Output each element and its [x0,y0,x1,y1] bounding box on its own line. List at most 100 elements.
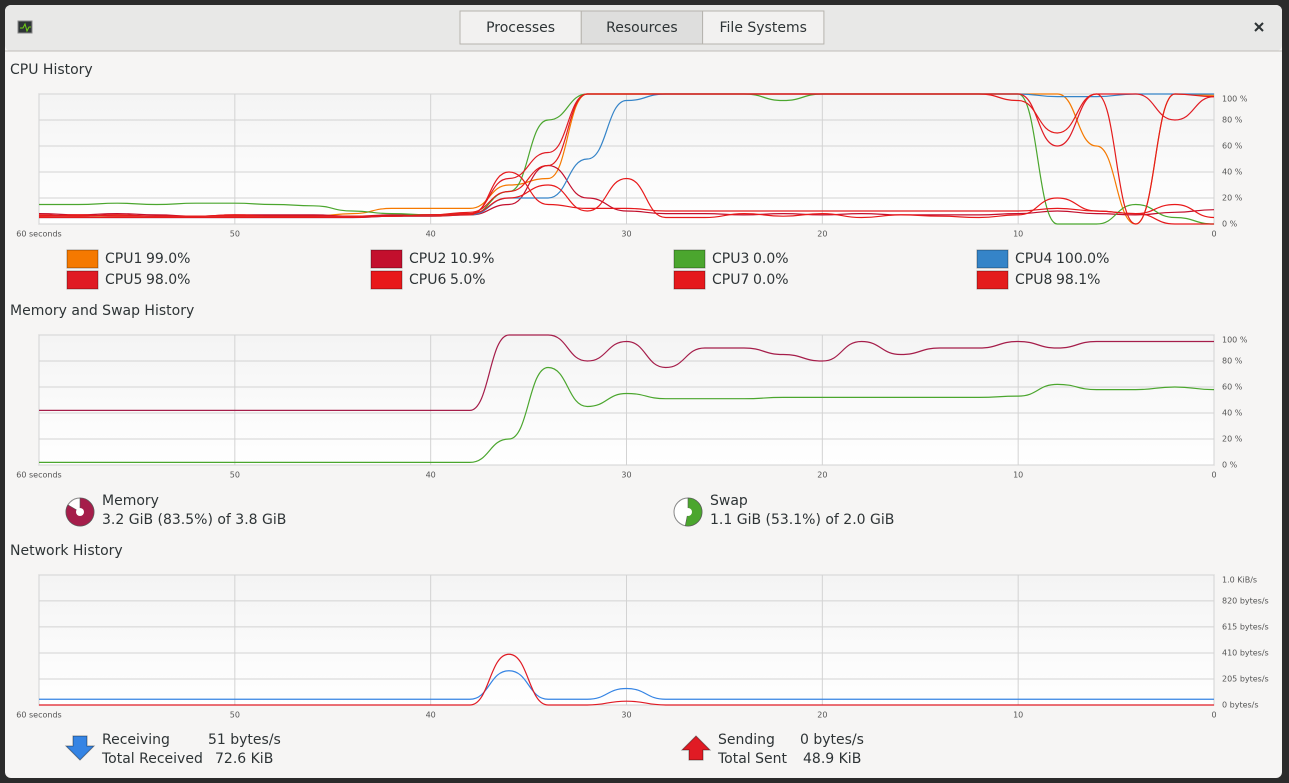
legend-value: 5.0% [450,272,486,288]
y-tick-label: 100 % [1222,95,1248,104]
y-tick-label: 0 % [1222,220,1238,229]
legend-name: CPU1 [105,251,142,267]
series-line [39,653,1214,706]
legend-detail: 3.2 GiB (83.5%) of 3.8 GiB [102,512,286,528]
x-tick-label: 50 [230,471,240,480]
tab-label[interactable]: Resources [606,20,678,36]
section-title: CPU History [10,62,93,78]
legend-value: 99.0% [146,251,190,267]
legend-total-label: Total Sent [717,751,788,767]
series-line [39,366,1215,463]
series-line [39,670,1214,700]
app-icon [17,20,33,34]
x-tick-label: 40 [426,711,436,720]
legend-name: Receiving [102,732,170,748]
legend-rate: 51 bytes/s [208,732,281,748]
pie-slice [684,497,703,527]
x-tick-label: 0 [1211,230,1216,239]
legend-value: 98.0% [146,272,190,288]
x-tick-label: 50 [230,711,240,720]
legend-swatch[interactable] [66,249,99,269]
y-tick-label: 80 % [1222,116,1243,125]
legend-total: 48.9 KiB [803,751,861,767]
tab-button[interactable] [702,10,825,45]
x-tick-label: 20 [817,230,827,239]
y-tick-label: 0 bytes/s [1222,701,1259,710]
legend-total-label: Total Received [101,751,203,767]
tab-bar: Processes Resources File Systems [459,10,825,45]
y-tick-label: 820 bytes/s [1222,596,1269,605]
legend-value: 100.0% [1056,251,1109,267]
x-tick-label: 20 [817,471,827,480]
y-tick-label: 60 % [1222,383,1243,392]
legend-name: CPU7 [712,272,749,288]
y-tick-label: 100 % [1222,336,1248,345]
legend-swatch[interactable] [673,249,706,269]
y-tick-label: 1.0 KiB/s [1222,576,1257,585]
series-line [39,334,1214,411]
legend-value: 0.0% [753,251,789,267]
close-button[interactable] [1254,22,1264,32]
y-tick-label: 615 bytes/s [1222,622,1269,631]
legend-name: CPU6 [409,272,446,288]
receive-icon [64,735,96,761]
legend-value: 0.0% [753,272,789,288]
legend-name: CPU8 [1015,272,1052,288]
legend-name: CPU5 [105,272,142,288]
legend-swatch[interactable] [66,270,99,290]
legend-rate: 0 bytes/s [800,732,864,748]
legend-name: Sending [718,732,775,748]
tab-label[interactable]: Processes [486,20,555,36]
section-title: Network History [10,543,123,559]
y-tick-label: 0 % [1222,461,1238,470]
legend-value: 10.9% [450,251,494,267]
x-tick-label: 10 [1013,471,1023,480]
x-tick-label: 60 seconds [16,471,61,480]
x-tick-label: 10 [1013,230,1023,239]
x-tick-label: 60 seconds [16,711,61,720]
legend-value: 98.1% [1056,272,1100,288]
legend-swatch[interactable] [370,270,403,290]
y-tick-label: 40 % [1222,168,1243,177]
y-tick-label: 20 % [1222,435,1243,444]
pie-hole [684,508,692,516]
y-tick-label: 80 % [1222,357,1243,366]
x-tick-label: 20 [817,711,827,720]
y-tick-label: 410 bytes/s [1222,648,1269,657]
x-tick-label: 40 [426,230,436,239]
legend-total: 72.6 KiB [215,751,273,767]
legend-swatch[interactable] [370,249,403,269]
series-line [39,171,1214,225]
legend-swatch[interactable] [976,249,1009,269]
y-tick-label: 20 % [1222,194,1243,203]
x-tick-label: 0 [1211,471,1216,480]
send-icon [680,735,712,761]
x-tick-label: 50 [230,230,240,239]
legend-name: CPU2 [409,251,446,267]
tab-button[interactable] [580,10,704,45]
legend-swatch[interactable] [976,270,1009,290]
x-tick-label: 30 [621,711,631,720]
x-tick-label: 0 [1211,711,1216,720]
pie-hole [76,508,84,516]
series-line [38,93,1215,225]
y-tick-label: 205 bytes/s [1222,674,1269,683]
tab-label[interactable]: File Systems [720,20,807,36]
series-line [38,177,1215,219]
legend-name: Swap [710,493,748,509]
legend-name: CPU3 [712,251,749,267]
x-tick-label: 60 seconds [16,230,61,239]
x-tick-label: 30 [621,471,631,480]
x-tick-label: 10 [1013,711,1023,720]
section-title: Memory and Swap History [10,303,194,319]
x-tick-label: 30 [621,230,631,239]
legend-name: Memory [102,493,159,509]
x-tick-label: 40 [426,471,436,480]
legend-detail: 1.1 GiB (53.1%) of 2.0 GiB [710,512,894,528]
legend-swatch[interactable] [673,270,706,290]
legend-name: CPU4 [1015,251,1052,267]
y-tick-label: 40 % [1222,409,1243,418]
tab-button[interactable] [459,10,582,45]
y-tick-label: 60 % [1222,142,1243,151]
